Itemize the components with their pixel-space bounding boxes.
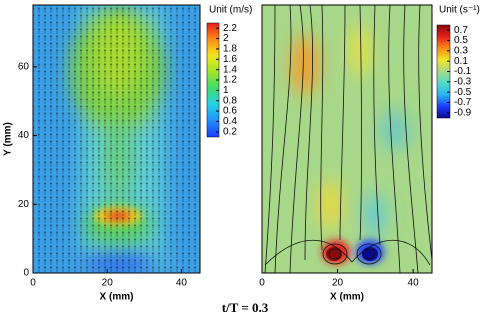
plot-frame <box>261 4 433 274</box>
colorbar-tick-label: 1.4 <box>223 64 237 75</box>
x-tick-label: 20 <box>332 278 344 289</box>
plot-frame <box>32 4 201 274</box>
y-axis-label: Y (mm) <box>3 122 14 156</box>
colorbar-tick-label: 1.8 <box>223 44 237 55</box>
colorbar-tick-label: 1 <box>223 85 229 96</box>
colorbar-tick-label: 0.7 <box>454 25 468 36</box>
y-tick-label: 40 <box>18 130 30 141</box>
y-tick-label: 20 <box>18 199 30 210</box>
colorbar-title: Unit (m/s) <box>209 5 252 16</box>
x-tick-label: 0 <box>259 278 265 289</box>
colorbar-title: Unit (s⁻¹) <box>439 5 480 16</box>
colorbar-tick-label: 0.1 <box>454 56 468 67</box>
x-tick-label: 20 <box>102 278 114 289</box>
x-axis-label: X (mm) <box>100 292 134 303</box>
colorbar-tick-label: -0.5 <box>454 87 472 98</box>
colorbar-tick-label: 2.2 <box>223 23 237 34</box>
y-tick-label: 60 <box>18 61 30 72</box>
colorbar-tick-label: -0.9 <box>454 107 472 118</box>
x-tick-label: 0 <box>30 278 36 289</box>
colorbar-tick-label: 1.6 <box>223 54 237 65</box>
y-tick-label: 0 <box>23 268 29 279</box>
colorbar-tick-label: 0.3 <box>454 45 468 56</box>
caption: t/T = 0.3 <box>222 300 269 315</box>
colorbar-tick-label: 0.8 <box>223 95 237 106</box>
colorbar-tick-label: -0.7 <box>454 97 472 108</box>
colorbar-tick-label: 2 <box>223 33 229 44</box>
velocity-field <box>33 5 200 273</box>
x-tick-label: 40 <box>408 278 420 289</box>
x-tick-label: 40 <box>176 278 188 289</box>
colorbar-tick-label: -0.1 <box>454 66 472 77</box>
colorbar-tick-label: 0.5 <box>454 35 468 46</box>
vorticity-field <box>262 5 432 273</box>
streamlines <box>264 5 432 273</box>
x-axis-label: X (mm) <box>330 292 364 303</box>
colorbar-tick-label: 0.6 <box>223 106 237 117</box>
colorbar-tick-label: 0.4 <box>223 116 237 127</box>
colorbar-tick-label: 1.2 <box>223 75 237 86</box>
colorbar-tick-label: 0.2 <box>223 126 237 137</box>
colorbar-tick-label: -0.3 <box>454 76 472 87</box>
